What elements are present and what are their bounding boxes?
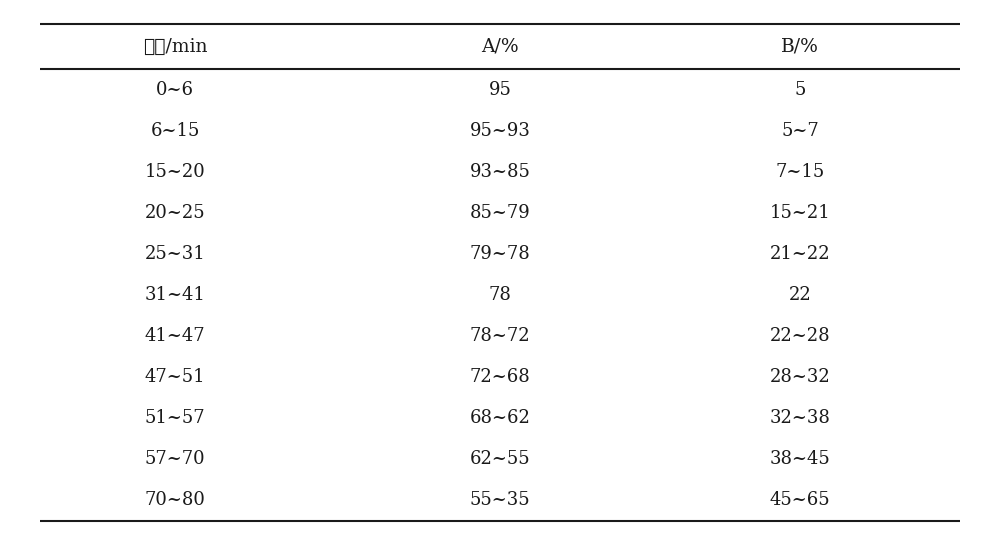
- Text: 78~72: 78~72: [470, 327, 530, 345]
- Text: 22: 22: [789, 286, 811, 304]
- Text: 25~31: 25~31: [145, 245, 205, 263]
- Text: 22~28: 22~28: [770, 327, 830, 345]
- Text: 95: 95: [489, 81, 511, 99]
- Text: 31~41: 31~41: [145, 286, 205, 304]
- Text: 85~79: 85~79: [470, 204, 530, 222]
- Text: 62~55: 62~55: [470, 450, 530, 468]
- Text: 45~65: 45~65: [770, 491, 830, 509]
- Text: 7~15: 7~15: [775, 163, 825, 181]
- Text: 79~78: 79~78: [470, 245, 530, 263]
- Text: B/%: B/%: [781, 38, 819, 56]
- Text: 41~47: 41~47: [145, 327, 205, 345]
- Text: 15~21: 15~21: [770, 204, 830, 222]
- Text: 68~62: 68~62: [470, 409, 530, 427]
- Text: 47~51: 47~51: [145, 368, 205, 386]
- Text: 78: 78: [489, 286, 511, 304]
- Text: 6~15: 6~15: [150, 122, 200, 140]
- Text: 93~85: 93~85: [470, 163, 530, 181]
- Text: 57~70: 57~70: [145, 450, 205, 468]
- Text: 0~6: 0~6: [156, 81, 194, 99]
- Text: 95~93: 95~93: [470, 122, 530, 140]
- Text: 70~80: 70~80: [145, 491, 205, 509]
- Text: 72~68: 72~68: [470, 368, 530, 386]
- Text: 15~20: 15~20: [145, 163, 205, 181]
- Text: 38~45: 38~45: [770, 450, 830, 468]
- Text: 32~38: 32~38: [770, 409, 830, 427]
- Text: 28~32: 28~32: [770, 368, 830, 386]
- Text: 5~7: 5~7: [781, 122, 819, 140]
- Text: 20~25: 20~25: [145, 204, 205, 222]
- Text: 5: 5: [794, 81, 806, 99]
- Text: 时间/min: 时间/min: [143, 38, 207, 56]
- Text: 55~35: 55~35: [470, 491, 530, 509]
- Text: 51~57: 51~57: [145, 409, 205, 427]
- Text: A/%: A/%: [481, 38, 519, 56]
- Text: 21~22: 21~22: [770, 245, 830, 263]
